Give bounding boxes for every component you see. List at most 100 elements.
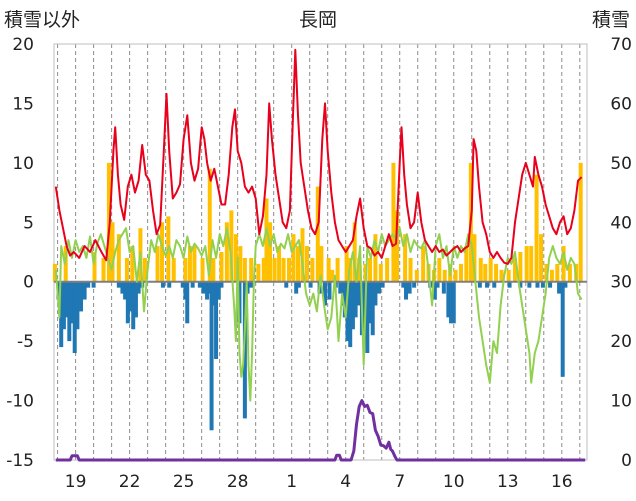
orange-bar — [472, 234, 477, 282]
orange-bar — [518, 252, 523, 282]
orange-bar — [357, 257, 362, 282]
blue-bar — [432, 281, 437, 300]
orange-bar — [395, 210, 400, 282]
x-axis-ticks: 19 22 25 28 1 4 7 10 13 16 — [65, 472, 573, 492]
blue-bar — [136, 281, 141, 294]
blue-bar — [323, 281, 328, 306]
orange-bar — [368, 257, 373, 282]
orange-bar — [458, 263, 463, 282]
orange-bar — [567, 263, 572, 282]
orange-bar — [499, 269, 504, 282]
blue-bar — [446, 281, 451, 318]
blue-bar — [377, 281, 382, 294]
orange-bar — [561, 246, 566, 282]
orange-bar — [352, 222, 357, 282]
blue-bar — [214, 281, 219, 359]
orange-bar — [52, 263, 57, 282]
blue-bar — [133, 281, 138, 318]
left-tick-label: 20 — [12, 35, 34, 55]
orange-bar — [335, 257, 340, 282]
blue-bar — [211, 281, 216, 306]
orange-bar — [373, 234, 378, 282]
left-axis-label: 積雪以外 — [4, 9, 80, 31]
blue-bar — [61, 281, 66, 330]
orange-bar — [478, 257, 483, 282]
vertical-gridlines — [57, 44, 581, 460]
orange-bar — [110, 222, 115, 282]
blue-bar — [201, 281, 206, 294]
blue-bar — [216, 281, 221, 300]
orange-bar — [261, 257, 266, 282]
blue-bar — [535, 281, 540, 288]
blue-bar — [249, 281, 254, 288]
x-tick-label: 10 — [443, 472, 465, 492]
blue-bar — [557, 281, 562, 294]
right-tick-label: 20 — [610, 332, 632, 352]
blue-bar — [518, 281, 523, 288]
right-axis-ticks: 70 60 50 40 30 20 10 0 — [610, 35, 632, 471]
blue-bar — [401, 281, 406, 288]
blue-bar — [338, 281, 343, 294]
orange-bar — [330, 269, 335, 282]
orange-bar — [512, 257, 517, 282]
orange-bar — [578, 162, 583, 282]
green-line — [54, 227, 583, 402]
blue-bar — [125, 281, 130, 324]
blue-bar — [64, 281, 69, 318]
orange-bar — [224, 222, 229, 282]
orange-bar — [494, 263, 499, 282]
orange-bar — [192, 246, 197, 282]
blue-bar — [70, 281, 75, 324]
orange-bar — [391, 162, 396, 282]
blue-bar — [345, 281, 350, 342]
blue-bar — [209, 281, 214, 431]
left-tick-label: 0 — [23, 273, 34, 293]
blue-bar — [357, 281, 362, 306]
orange-bar — [277, 246, 282, 282]
line-series — [54, 48, 586, 462]
orange-bar — [233, 234, 238, 282]
orange-bar — [200, 257, 205, 282]
blue-bar — [412, 281, 417, 288]
x-tick-label: 4 — [340, 472, 351, 492]
orange-bar — [291, 234, 296, 282]
orange-bar — [378, 263, 383, 282]
blue-bar — [79, 281, 84, 312]
orange-bar — [319, 246, 324, 282]
blue-bar — [348, 281, 353, 348]
right-tick-label: 70 — [610, 35, 632, 55]
orange-bar — [524, 246, 529, 282]
blue-bar — [435, 281, 440, 288]
x-tick-label: 1 — [286, 472, 297, 492]
blue-bar — [540, 281, 545, 288]
blue-bar — [327, 281, 332, 300]
blue-bar — [197, 281, 202, 288]
blue-bar — [485, 281, 490, 288]
orange-bar — [464, 246, 469, 282]
blue-bar — [75, 281, 80, 330]
orange-bar — [453, 269, 458, 282]
blue-bar — [160, 281, 165, 288]
orange-bar — [242, 257, 247, 282]
orange-bar — [268, 222, 273, 282]
left-tick-label: -15 — [6, 451, 34, 471]
blue-bar — [380, 281, 385, 288]
orange-bar — [281, 257, 286, 282]
blue-bar-series — [56, 281, 568, 431]
blue-bar — [368, 281, 373, 324]
blue-bar — [404, 281, 409, 300]
blue-bar — [370, 281, 375, 336]
right-tick-label: 50 — [610, 154, 632, 174]
right-tick-label: 10 — [610, 392, 632, 412]
blue-bar — [449, 281, 454, 324]
blue-bar — [373, 281, 378, 306]
right-tick-label: 0 — [621, 451, 632, 471]
blue-bar — [242, 281, 247, 419]
purple-line — [55, 399, 586, 462]
blue-bar — [120, 281, 125, 294]
blue-bar — [56, 281, 61, 300]
blue-bar — [167, 281, 172, 288]
blue-bar — [86, 281, 91, 288]
blue-bar — [128, 281, 133, 312]
blue-bar — [353, 281, 358, 318]
